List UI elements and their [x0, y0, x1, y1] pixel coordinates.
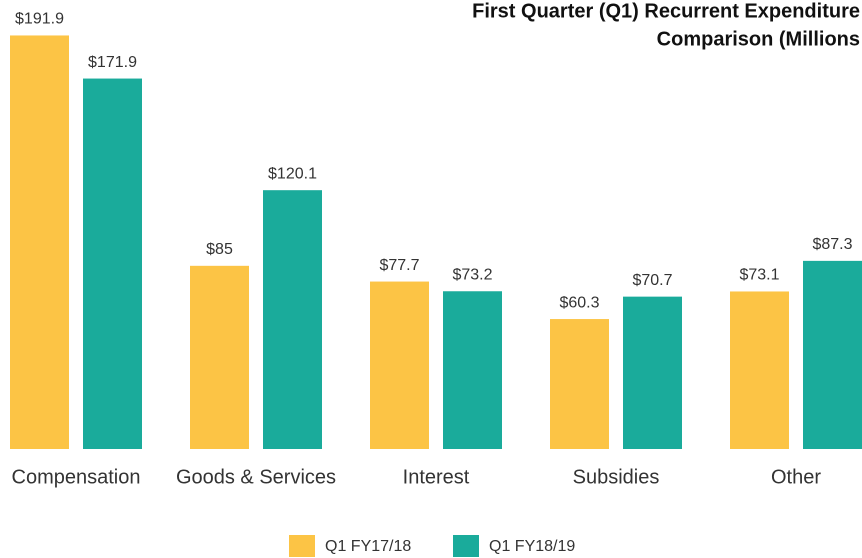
bar	[263, 190, 322, 449]
chart-title: First Quarter (Q1) Recurrent Expenditure	[472, 0, 860, 22]
value-label: $73.2	[452, 266, 492, 283]
x-tick-label: Interest	[403, 466, 470, 488]
bar	[803, 260, 862, 449]
legend-swatch	[289, 535, 315, 557]
value-label: $60.3	[559, 294, 599, 311]
bar	[730, 291, 789, 449]
x-tick-label: Goods & Services	[176, 466, 336, 488]
bar	[623, 296, 682, 449]
bar	[190, 265, 249, 449]
value-label: $85	[206, 241, 233, 258]
x-tick-label: Other	[771, 466, 821, 488]
bar	[370, 281, 429, 449]
value-label: $171.9	[88, 54, 137, 71]
value-label: $87.3	[812, 236, 852, 253]
bar	[10, 35, 69, 449]
value-label: $77.7	[379, 257, 419, 274]
bar	[83, 78, 142, 450]
value-label: $70.7	[632, 272, 672, 289]
bar	[443, 291, 502, 449]
value-label: $191.9	[15, 11, 64, 28]
value-label: $120.1	[268, 165, 317, 182]
legend-label: Q1 FY17/18	[325, 538, 411, 555]
value-label: $73.1	[739, 267, 779, 284]
chart-title: Comparison (Millions	[657, 28, 860, 50]
x-tick-label: Subsidies	[573, 466, 660, 488]
legend-swatch	[453, 535, 479, 557]
legend-label: Q1 FY18/19	[489, 538, 575, 555]
x-tick-label: Compensation	[12, 466, 141, 488]
bar	[550, 319, 609, 449]
